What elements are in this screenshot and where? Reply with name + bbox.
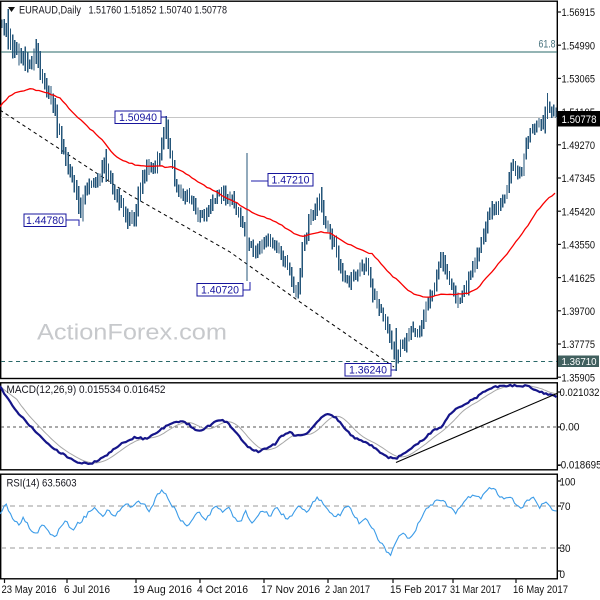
svg-text:EURAUD,Daily: EURAUD,Daily bbox=[19, 5, 81, 17]
svg-text:0: 0 bbox=[560, 569, 566, 581]
svg-text:1.53065: 1.53065 bbox=[562, 74, 596, 86]
svg-text:MACD(12,26,9) 0.015534 0.01645: MACD(12,26,9) 0.015534 0.016452 bbox=[7, 384, 166, 396]
svg-text:0.021032: 0.021032 bbox=[560, 387, 600, 399]
svg-text:1.47210: 1.47210 bbox=[272, 175, 310, 187]
svg-text:1.39700: 1.39700 bbox=[562, 306, 596, 318]
svg-text:15 Feb 2017: 15 Feb 2017 bbox=[390, 584, 447, 596]
svg-text:1.50940: 1.50940 bbox=[119, 112, 157, 124]
svg-text:6 Jul 2016: 6 Jul 2016 bbox=[64, 584, 110, 596]
svg-text:RSI(14) 63.5603: RSI(14) 63.5603 bbox=[7, 478, 77, 490]
svg-text:1.43550: 1.43550 bbox=[562, 240, 596, 252]
svg-text:61.8: 61.8 bbox=[539, 39, 556, 51]
svg-text:1.51760 1.51852 1.50740 1.5077: 1.51760 1.51852 1.50740 1.50778 bbox=[89, 5, 228, 17]
svg-text:19 Aug 2016: 19 Aug 2016 bbox=[133, 584, 192, 596]
svg-text:30: 30 bbox=[560, 543, 571, 555]
svg-text:-0.018695: -0.018695 bbox=[558, 460, 600, 472]
svg-text:23 May 2016: 23 May 2016 bbox=[2, 584, 57, 596]
svg-text:ActionForex.com: ActionForex.com bbox=[37, 320, 227, 345]
svg-text:70: 70 bbox=[560, 501, 571, 513]
svg-text:1.49270: 1.49270 bbox=[562, 140, 596, 152]
svg-text:1.56915: 1.56915 bbox=[562, 7, 596, 19]
svg-text:4 Oct 2016: 4 Oct 2016 bbox=[197, 584, 248, 596]
svg-text:100: 100 bbox=[560, 477, 576, 489]
svg-text:1.37775: 1.37775 bbox=[562, 339, 596, 351]
svg-text:2 Jan 2017: 2 Jan 2017 bbox=[325, 584, 370, 596]
svg-text:1.40720: 1.40720 bbox=[201, 285, 239, 297]
svg-text:1.36710: 1.36710 bbox=[562, 356, 597, 368]
svg-text:1.41625: 1.41625 bbox=[562, 273, 596, 285]
svg-text:1.45420: 1.45420 bbox=[562, 206, 596, 218]
svg-text:1.50778: 1.50778 bbox=[562, 114, 597, 126]
svg-text:1.35905: 1.35905 bbox=[562, 372, 596, 384]
svg-text:1.36240: 1.36240 bbox=[349, 365, 387, 377]
svg-text:17 Nov 2016: 17 Nov 2016 bbox=[261, 584, 320, 596]
svg-text:1.44780: 1.44780 bbox=[26, 215, 64, 227]
svg-text:0.00: 0.00 bbox=[560, 422, 580, 434]
svg-text:1.47345: 1.47345 bbox=[562, 173, 596, 185]
svg-text:1.54990: 1.54990 bbox=[562, 40, 596, 52]
svg-text:16 May 2017: 16 May 2017 bbox=[513, 584, 568, 596]
svg-text:31 Mar 2017: 31 Mar 2017 bbox=[450, 584, 501, 596]
